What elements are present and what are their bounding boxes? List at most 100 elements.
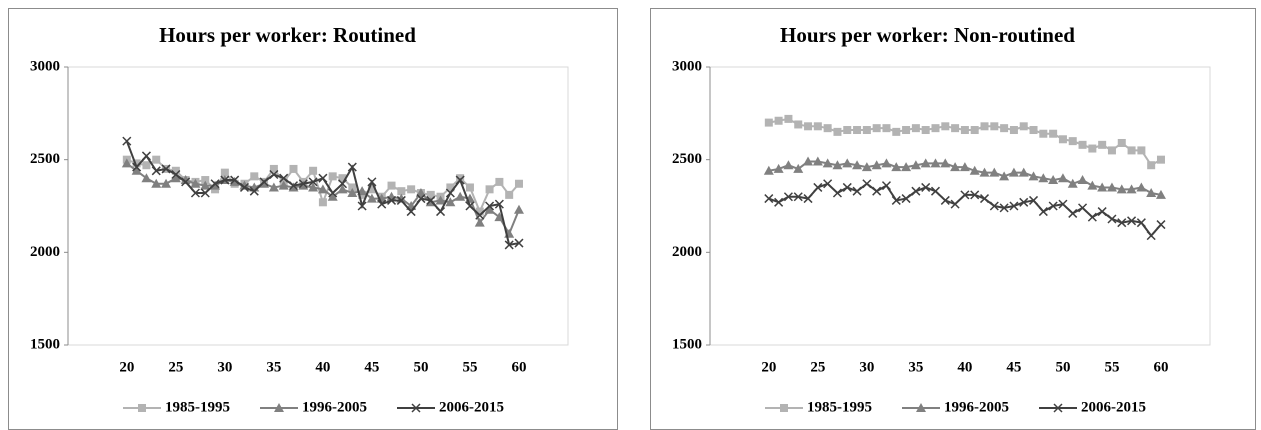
- data-point: [833, 127, 842, 136]
- data-point: [940, 158, 951, 168]
- data-point: [794, 120, 803, 129]
- data-point: [249, 186, 259, 196]
- data-point: [960, 190, 970, 200]
- data-point: [989, 167, 1000, 177]
- data-point: [1156, 155, 1165, 164]
- data-point: [852, 160, 863, 170]
- data-point: [514, 238, 524, 248]
- data-point: [862, 126, 871, 135]
- data-point: [861, 162, 872, 172]
- data-point: [181, 177, 191, 187]
- data-point: [455, 175, 465, 185]
- data-point: [308, 182, 319, 192]
- data-point: [347, 162, 357, 172]
- chart-title: Hours per worker: Routined: [159, 23, 416, 47]
- data-point: [494, 212, 505, 222]
- data-point: [960, 126, 969, 135]
- data-point: [1068, 137, 1077, 146]
- data-point: [445, 188, 455, 198]
- data-point: [161, 178, 172, 188]
- data-point: [171, 166, 180, 175]
- data-point: [832, 160, 843, 170]
- data-point: [465, 183, 474, 192]
- data-point: [1106, 182, 1117, 192]
- data-point: [959, 162, 970, 172]
- data-point: [328, 172, 337, 181]
- data-point: [220, 175, 230, 185]
- data-point: [337, 184, 348, 194]
- data-point: [1019, 122, 1028, 131]
- data-point: [1098, 140, 1107, 149]
- data-point: [842, 158, 853, 168]
- data-point: [881, 181, 892, 191]
- y-tick-label: 2000: [672, 244, 702, 260]
- data-point: [288, 182, 299, 192]
- data-point: [131, 165, 142, 175]
- data-point: [1147, 161, 1156, 170]
- data-point: [366, 193, 377, 203]
- data-point: [309, 166, 318, 175]
- data-point: [279, 173, 289, 183]
- data-point: [317, 184, 328, 194]
- data-point: [201, 176, 210, 185]
- data-point: [1058, 135, 1067, 144]
- legend-marker: [1053, 403, 1063, 413]
- legend-label: 1996-2005: [944, 399, 1009, 415]
- x-tick-label: 50: [413, 359, 428, 375]
- data-point: [853, 126, 862, 135]
- data-point: [170, 173, 181, 183]
- data-point: [931, 124, 940, 133]
- y-tick-label: 2500: [672, 151, 702, 167]
- data-point: [1126, 184, 1137, 194]
- data-point: [504, 240, 514, 250]
- data-point: [455, 191, 466, 201]
- data-point: [920, 158, 931, 168]
- data-point: [1048, 201, 1058, 211]
- data-point: [1019, 197, 1029, 207]
- data-point: [210, 179, 220, 189]
- data-point: [911, 186, 921, 196]
- data-point: [1127, 146, 1136, 155]
- data-point: [793, 192, 803, 202]
- data-point: [1009, 201, 1019, 211]
- data-point: [921, 182, 931, 192]
- data-point: [803, 194, 813, 204]
- data-point: [940, 195, 950, 205]
- data-point: [999, 203, 1009, 213]
- data-point: [881, 158, 892, 168]
- data-point: [465, 201, 475, 211]
- data-point: [823, 124, 832, 133]
- data-point: [930, 158, 941, 168]
- data-point: [1078, 140, 1087, 149]
- data-point: [357, 201, 367, 211]
- data-point: [474, 217, 485, 227]
- data-point: [950, 162, 961, 172]
- data-point: [200, 180, 211, 190]
- data-point: [989, 201, 999, 211]
- data-point: [132, 159, 141, 168]
- legend-marker: [274, 403, 284, 412]
- data-point: [152, 155, 161, 164]
- data-point: [852, 186, 862, 196]
- data-point: [1009, 126, 1018, 135]
- data-point: [288, 181, 299, 191]
- data-point: [161, 164, 171, 174]
- legend-marker: [411, 403, 421, 413]
- x-tick-label: 45: [364, 359, 379, 375]
- data-point: [970, 190, 980, 200]
- data-point: [1039, 129, 1048, 138]
- data-point: [495, 177, 504, 186]
- x-tick-label: 35: [908, 359, 923, 375]
- data-point: [823, 179, 833, 189]
- data-point: [1107, 214, 1117, 224]
- legend-marker: [780, 404, 788, 412]
- data-point: [406, 207, 416, 217]
- data-point: [969, 165, 980, 175]
- data-point: [1008, 167, 1019, 177]
- data-point: [901, 194, 911, 204]
- data-point: [485, 185, 494, 194]
- data-point: [1000, 124, 1009, 133]
- legend-marker: [916, 403, 926, 412]
- data-point: [910, 160, 921, 170]
